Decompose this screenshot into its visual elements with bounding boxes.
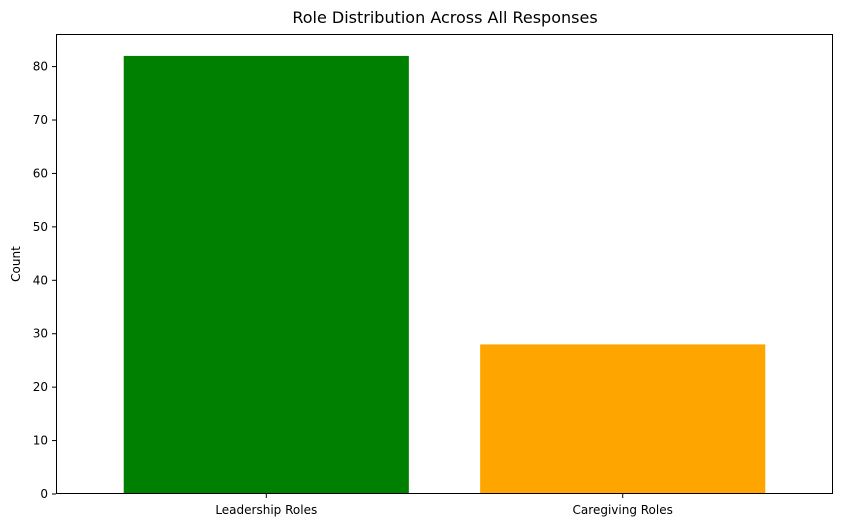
plot-frame <box>56 34 833 494</box>
y-tick-label: 10 <box>33 434 48 448</box>
y-axis-ticks: 0 10 20 30 40 50 60 70 80 <box>33 60 56 501</box>
y-tick-label: 40 <box>33 273 48 287</box>
bars-group <box>123 55 766 495</box>
y-tick-label: 30 <box>33 327 48 341</box>
x-axis-ticks: Leadership Roles Caregiving Roles <box>215 494 673 517</box>
x-tick-label: Caregiving Roles <box>573 503 673 517</box>
bar-leadership-roles <box>123 55 409 495</box>
chart-title: Role Distribution Across All Responses <box>292 8 597 27</box>
bar-caregiving-roles <box>480 344 766 494</box>
y-tick-label: 50 <box>33 220 48 234</box>
y-tick-label: 80 <box>33 60 48 74</box>
y-tick-label: 20 <box>33 380 48 394</box>
y-tick-label: 70 <box>33 113 48 127</box>
x-tick-label: Leadership Roles <box>215 503 317 517</box>
y-tick-label: 60 <box>33 166 48 180</box>
y-axis-label: Count <box>9 246 23 282</box>
y-tick-label: 0 <box>40 487 48 501</box>
